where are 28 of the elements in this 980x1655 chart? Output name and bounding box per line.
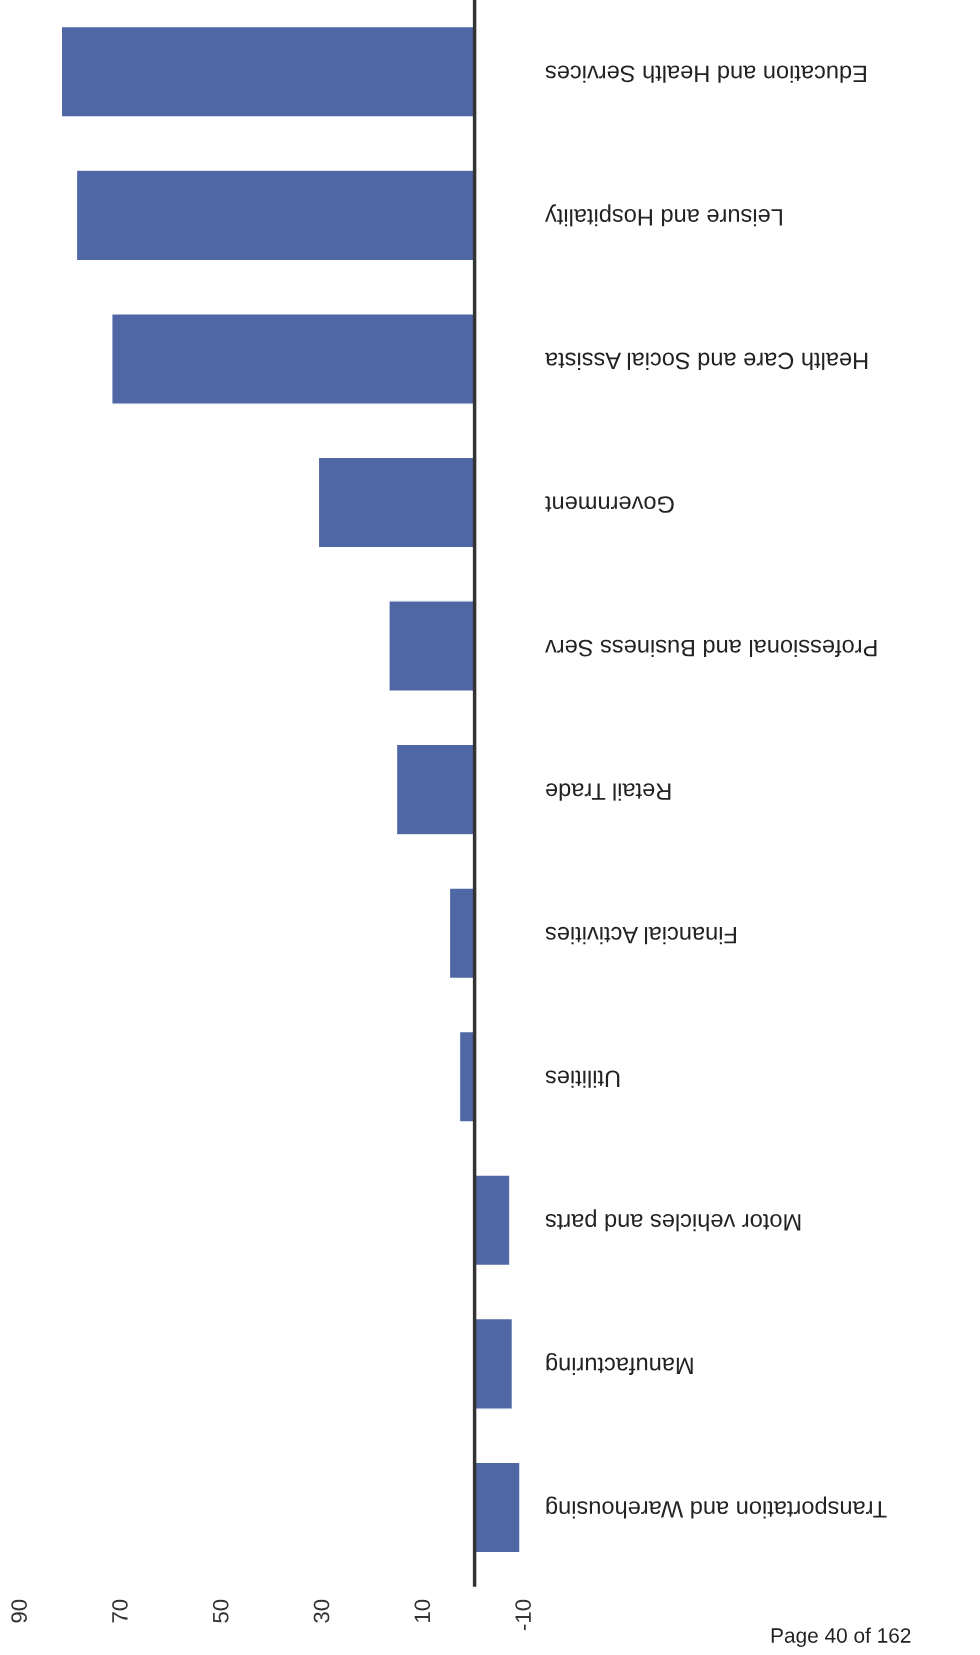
y-tick-label: Transportation and Warehousing xyxy=(546,1496,887,1519)
x-tick-label: 70 xyxy=(112,1599,128,1623)
text: Page 40 of 162 xyxy=(771,1627,911,1647)
bar xyxy=(60,25,476,118)
bar xyxy=(395,743,476,836)
y-tick-label: Financial Activities xyxy=(545,926,736,945)
x-tick-label: 50 xyxy=(212,1599,229,1623)
bar xyxy=(473,1174,511,1267)
x-tick-label: 90 xyxy=(11,1599,27,1623)
y-tick-label: Motor vehicles and parts xyxy=(545,1209,801,1232)
y-tick-label: Government xyxy=(545,496,674,513)
bar xyxy=(473,1317,514,1410)
bar xyxy=(473,1461,521,1554)
x-tick-label: -10 xyxy=(515,1599,531,1631)
y-tick-label: Leisure and Hospitality xyxy=(545,204,782,227)
y-tick-label: Health Care and Social Assista xyxy=(544,352,868,370)
bar xyxy=(111,313,476,405)
y-tick-label: Utilities xyxy=(545,1070,620,1088)
bar xyxy=(317,456,476,549)
bar xyxy=(448,887,476,980)
y-tick-label: Education and Health Services xyxy=(545,65,866,83)
x-tick-label: 10 xyxy=(414,1599,431,1622)
bar xyxy=(388,600,476,692)
y-tick-label: Manufacturing xyxy=(546,1352,693,1375)
y-tick-label: Professional and Business Serv xyxy=(545,639,877,658)
x-tick-label: 30 xyxy=(313,1599,330,1623)
bar xyxy=(75,169,476,262)
y-tick-label: Retail Trade xyxy=(546,783,671,801)
